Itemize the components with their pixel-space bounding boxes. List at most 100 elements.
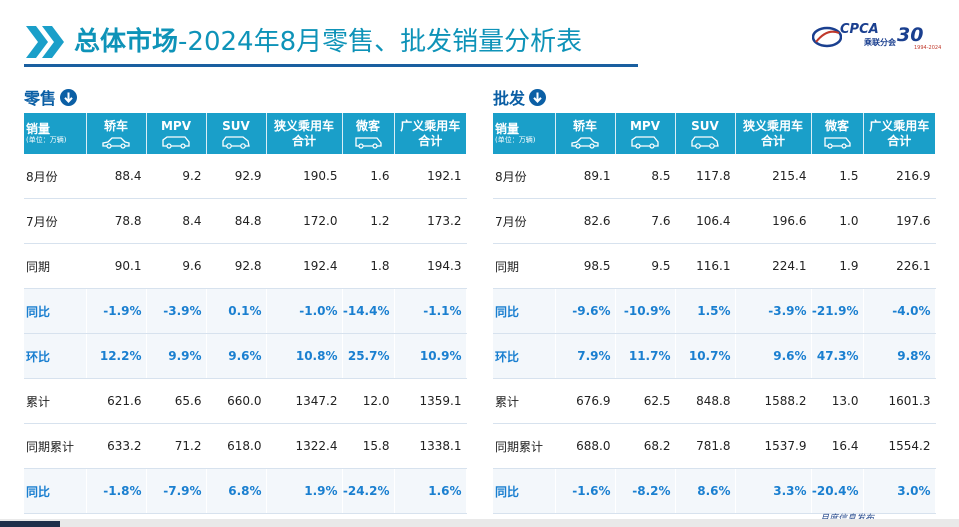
table-cell: 9.6 xyxy=(146,243,207,289)
table-row: 环比 7.9% 11.7% 10.7% 9.6% 47.3% 9.8% xyxy=(493,333,936,379)
logo-years: 1994-2024 xyxy=(914,45,942,51)
table-cell: 9.9% xyxy=(146,333,207,379)
table-cell: 106.4 xyxy=(675,198,736,244)
table-cell: 1601.3 xyxy=(863,378,936,424)
suv-icon xyxy=(222,135,250,149)
table-cell: 1.9% xyxy=(266,468,343,514)
table-header-row: 销量 (单位：万辆) 轿车 MPV SUV 狭义乘用车 合计 微客 广义乘用车 合计 xyxy=(493,113,935,154)
table-cell: 9.2 xyxy=(146,154,207,199)
table-cell: 10.9% xyxy=(394,333,467,379)
table-cell: 1359.1 xyxy=(394,378,467,424)
table-cell: 1588.2 xyxy=(735,378,812,424)
table-cell: 90.1 xyxy=(86,243,147,289)
table-cell: 92.8 xyxy=(206,243,267,289)
table-cell: -8.2% xyxy=(615,468,676,514)
table-row: 同比 -1.9% -3.9% 0.1% -1.0% -14.4% -1.1% xyxy=(24,288,467,334)
table-cell: 25.7% xyxy=(342,333,395,379)
table-row: 累计 621.6 65.6 660.0 1347.2 12.0 1359.1 xyxy=(24,378,467,424)
row-label: 同期累计 xyxy=(24,423,87,469)
table-cell: 65.6 xyxy=(146,378,207,424)
table-cell: 62.5 xyxy=(615,378,676,424)
table-row: 同期 90.1 9.6 92.8 192.4 1.8 194.3 xyxy=(24,243,467,289)
table-cell: 1347.2 xyxy=(266,378,343,424)
table-cell: 10.7% xyxy=(675,333,736,379)
logo-sub: 乘联分会 xyxy=(864,38,896,47)
table-cell: -4.0% xyxy=(863,288,936,334)
table-cell: 194.3 xyxy=(394,243,467,289)
table-row: 7月份 82.6 7.6 106.4 196.6 1.0 197.6 xyxy=(493,198,936,244)
table-cell: 197.6 xyxy=(863,198,936,244)
bottom-strip xyxy=(0,519,959,527)
table-row: 同比 -1.8% -7.9% 6.8% 1.9% -24.2% 1.6% xyxy=(24,468,467,514)
table-cell: -1.9% xyxy=(86,288,147,334)
table-cell: 6.8% xyxy=(206,468,267,514)
header-mpv: MPV xyxy=(615,113,676,154)
title-bold: 总体市场 xyxy=(74,27,179,57)
table-row: 同比 -1.6% -8.2% 8.6% 3.3% -20.4% 3.0% xyxy=(493,468,936,514)
arrow-down-circle-icon xyxy=(529,88,547,106)
table-row: 同期 98.5 9.5 116.1 224.1 1.9 226.1 xyxy=(493,243,936,289)
table-cell: 1.5 xyxy=(811,154,864,199)
table-cell: 9.6% xyxy=(206,333,267,379)
row-label: 同期 xyxy=(24,243,87,289)
table-cell: 226.1 xyxy=(863,243,936,289)
header-mpv: MPV xyxy=(146,113,207,154)
row-label: 同比 xyxy=(493,288,556,334)
table-cell: 8.4 xyxy=(146,198,207,244)
table-cell: 224.1 xyxy=(735,243,812,289)
table-cell: 196.6 xyxy=(735,198,812,244)
cpca-swoosh-icon xyxy=(812,26,842,48)
table-cell: 10.8% xyxy=(266,333,343,379)
header-broad-total: 广义乘用车 合计 xyxy=(394,113,466,154)
table-cell: 89.1 xyxy=(555,154,616,199)
table-cell: -3.9% xyxy=(735,288,812,334)
table-cell: 47.3% xyxy=(811,333,864,379)
table-cell: -20.4% xyxy=(811,468,864,514)
table-cell: 71.2 xyxy=(146,423,207,469)
table-cell: -1.8% xyxy=(86,468,147,514)
row-label: 同比 xyxy=(24,288,87,334)
table-cell: -1.0% xyxy=(266,288,343,334)
table-cell: 192.4 xyxy=(266,243,343,289)
table-cell: 3.3% xyxy=(735,468,812,514)
minivan-icon xyxy=(824,136,851,149)
table-cell: 78.8 xyxy=(86,198,147,244)
table-cell: 8.5 xyxy=(615,154,676,199)
sedan-icon xyxy=(571,136,599,149)
wholesale-label-text: 批发 xyxy=(493,89,526,108)
row-label: 8月份 xyxy=(24,154,87,199)
mpv-icon xyxy=(162,135,190,149)
table-cell: -1.6% xyxy=(555,468,616,514)
wholesale-table: 销量 (单位：万辆) 轿车 MPV SUV 狭义乘用车 合计 微客 广义乘用车 合计 … xyxy=(493,113,936,514)
retail-table: 销量 (单位：万辆) 轿车 MPV SUV 狭义乘用车 合计 微客 广义乘用车 合计 … xyxy=(24,113,467,514)
table-cell: 13.0 xyxy=(811,378,864,424)
table-cell: -24.2% xyxy=(342,468,395,514)
table-row: 累计 676.9 62.5 848.8 1588.2 13.0 1601.3 xyxy=(493,378,936,424)
table-cell: 1338.1 xyxy=(394,423,467,469)
header-sedan: 轿车 xyxy=(86,113,147,154)
table-cell: 1554.2 xyxy=(863,423,936,469)
logo-30: 30 xyxy=(897,24,924,46)
retail-label-text: 零售 xyxy=(24,89,57,108)
header-sedan: 轿车 xyxy=(555,113,616,154)
row-label: 环比 xyxy=(24,333,87,379)
row-label: 累计 xyxy=(24,378,87,424)
table-cell: 1.0 xyxy=(811,198,864,244)
suv-icon xyxy=(691,135,719,149)
table-cell: 781.8 xyxy=(675,423,736,469)
header-narrow-total: 狭义乘用车 合计 xyxy=(266,113,343,154)
table-cell: 1.8 xyxy=(342,243,395,289)
table-cell: 98.5 xyxy=(555,243,616,289)
table-cell: 676.9 xyxy=(555,378,616,424)
table-cell: -7.9% xyxy=(146,468,207,514)
table-cell: 0.1% xyxy=(206,288,267,334)
row-label: 7月份 xyxy=(24,198,87,244)
row-label: 同期累计 xyxy=(493,423,556,469)
header-narrow-total: 狭义乘用车 合计 xyxy=(735,113,812,154)
table-cell: 9.5 xyxy=(615,243,676,289)
logo-text: CPCA xyxy=(840,22,879,37)
page-title: 总体市场-2024年8月零售、批发销量分析表 xyxy=(74,22,582,62)
row-label: 同比 xyxy=(493,468,556,514)
mpv-icon xyxy=(631,135,659,149)
